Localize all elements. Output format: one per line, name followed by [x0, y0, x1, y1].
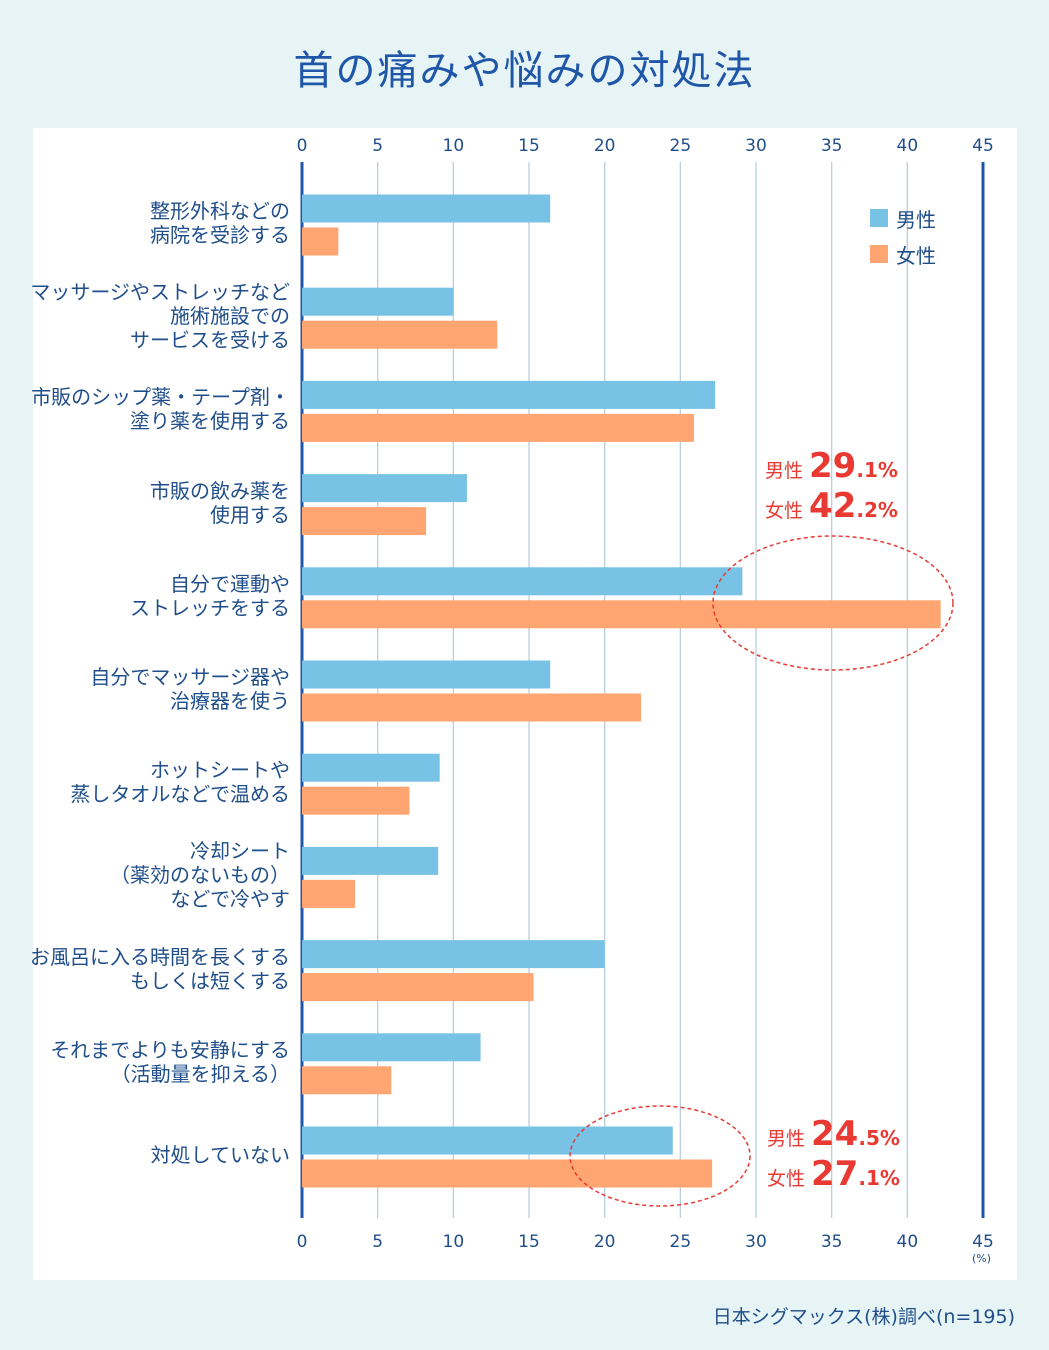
- callout-exercise: 男性 29 .1% 女性 42 .2%: [765, 446, 898, 526]
- legend-label-male: 男性: [896, 207, 936, 232]
- category-label: 対処していない: [150, 1143, 290, 1167]
- legend-swatch-female: [870, 245, 888, 263]
- category-label: 市販の飲み薬を 使用する: [150, 478, 290, 527]
- callout-label: 女性: [765, 500, 804, 522]
- bar-female: [302, 320, 498, 349]
- callout-label: 男性: [765, 460, 804, 482]
- bar-male: [302, 474, 467, 503]
- bar-male: [302, 567, 743, 596]
- x-tick-label-bottom: 30: [745, 1232, 767, 1252]
- callout-value-int: 29: [809, 446, 857, 486]
- x-tick-label-top: 40: [897, 136, 919, 156]
- x-tick-label-bottom: 5: [372, 1232, 383, 1252]
- bar-female: [302, 973, 534, 1002]
- category-label: 冷却シート （薬効のないもの） などで冷やす: [110, 839, 290, 912]
- category-label: それまでよりも安静にする （活動量を抑える）: [50, 1037, 290, 1086]
- x-tick-label-top: 45: [972, 136, 994, 156]
- bar-male: [302, 753, 440, 782]
- bar-male: [302, 287, 454, 316]
- x-tick-label-top: 0: [297, 136, 308, 156]
- category-label: 自分で運動や ストレッチをする: [130, 571, 290, 620]
- highlight-ellipse: [569, 1105, 751, 1207]
- x-tick-label-bottom: 40: [897, 1232, 919, 1252]
- x-tick-label-top: 30: [745, 136, 767, 156]
- x-tick-label-bottom: 20: [594, 1232, 616, 1252]
- category-label: ホットシートや 蒸しタオルなどで温める: [70, 758, 290, 807]
- bar-male: [302, 1126, 673, 1155]
- callout-row: 女性 27 .1%: [767, 1154, 900, 1194]
- callout-row: 男性 24 .5%: [767, 1114, 900, 1154]
- bar-female: [302, 1066, 392, 1095]
- x-tick-label-top: 20: [594, 136, 616, 156]
- x-tick-label-bottom: 0: [297, 1232, 308, 1252]
- bar-female: [302, 507, 427, 536]
- bar-male: [302, 940, 605, 969]
- bar-female: [302, 227, 339, 256]
- highlight-ellipse: [712, 535, 954, 671]
- legend-swatch-male: [870, 209, 888, 227]
- chart-title: 首の痛みや悩みの対処法: [293, 48, 756, 94]
- bar-male: [302, 1033, 481, 1062]
- category-label: お風呂に入る時間を長くする もしくは短くする: [30, 944, 290, 993]
- callout-row: 男性 29 .1%: [765, 446, 898, 486]
- x-tick-label-top: 5: [372, 136, 383, 156]
- legend-label-female: 女性: [896, 243, 936, 268]
- x-tick-label-bottom: 15: [518, 1232, 540, 1252]
- bar-female: [302, 693, 641, 722]
- source-note: 日本シグマックス(株)調べ(n=195): [712, 1306, 1015, 1328]
- x-tick-label-top: 35: [821, 136, 843, 156]
- x-tick-label-bottom: 25: [670, 1232, 692, 1252]
- category-label: 市販のシップ薬・テープ剤・ 塗り薬を使用する: [31, 385, 290, 434]
- callout-row: 女性 42 .2%: [765, 486, 898, 526]
- x-tick-label-top: 15: [518, 136, 540, 156]
- x-tick-label-bottom: 35: [821, 1232, 843, 1252]
- callout-value-dec: .1%: [858, 1166, 900, 1190]
- bar-male: [302, 846, 439, 875]
- category-label: 自分でマッサージ器や 治療器を使う: [90, 665, 290, 713]
- bar-female: [302, 413, 694, 442]
- callout-value-dec: .2%: [856, 498, 898, 522]
- bar-male: [302, 380, 716, 409]
- callout-value-int: 42: [809, 486, 857, 526]
- category-label: マッサージやストレッチなど 施術施設での サービスを受ける: [30, 280, 290, 353]
- callout-value-dec: .1%: [856, 458, 898, 482]
- category-label: 整形外科などの 病院を受診する: [150, 199, 290, 247]
- callout-label: 女性: [767, 1168, 806, 1190]
- legend-item-male: 男性: [870, 200, 936, 236]
- axis-unit-label: (%): [972, 1252, 992, 1265]
- x-tick-label-bottom: 10: [443, 1232, 465, 1252]
- x-tick-label-top: 25: [670, 136, 692, 156]
- callout-value-dec: .5%: [858, 1126, 900, 1150]
- bar-female: [302, 786, 410, 815]
- bar-male: [302, 194, 551, 223]
- x-tick-label-top: 10: [443, 136, 465, 156]
- legend: 男性 女性: [870, 200, 936, 272]
- bar-female: [302, 879, 355, 908]
- x-tick-label-bottom: 45: [972, 1232, 994, 1252]
- callout-no-action: 男性 24 .5% 女性 27 .1%: [767, 1114, 900, 1194]
- callout-value-int: 27: [811, 1154, 859, 1194]
- callout-label: 男性: [767, 1128, 806, 1150]
- bar-female: [302, 600, 941, 629]
- callout-value-int: 24: [811, 1114, 859, 1154]
- bar-female: [302, 1159, 713, 1188]
- bar-male: [302, 660, 551, 689]
- legend-item-female: 女性: [870, 236, 936, 272]
